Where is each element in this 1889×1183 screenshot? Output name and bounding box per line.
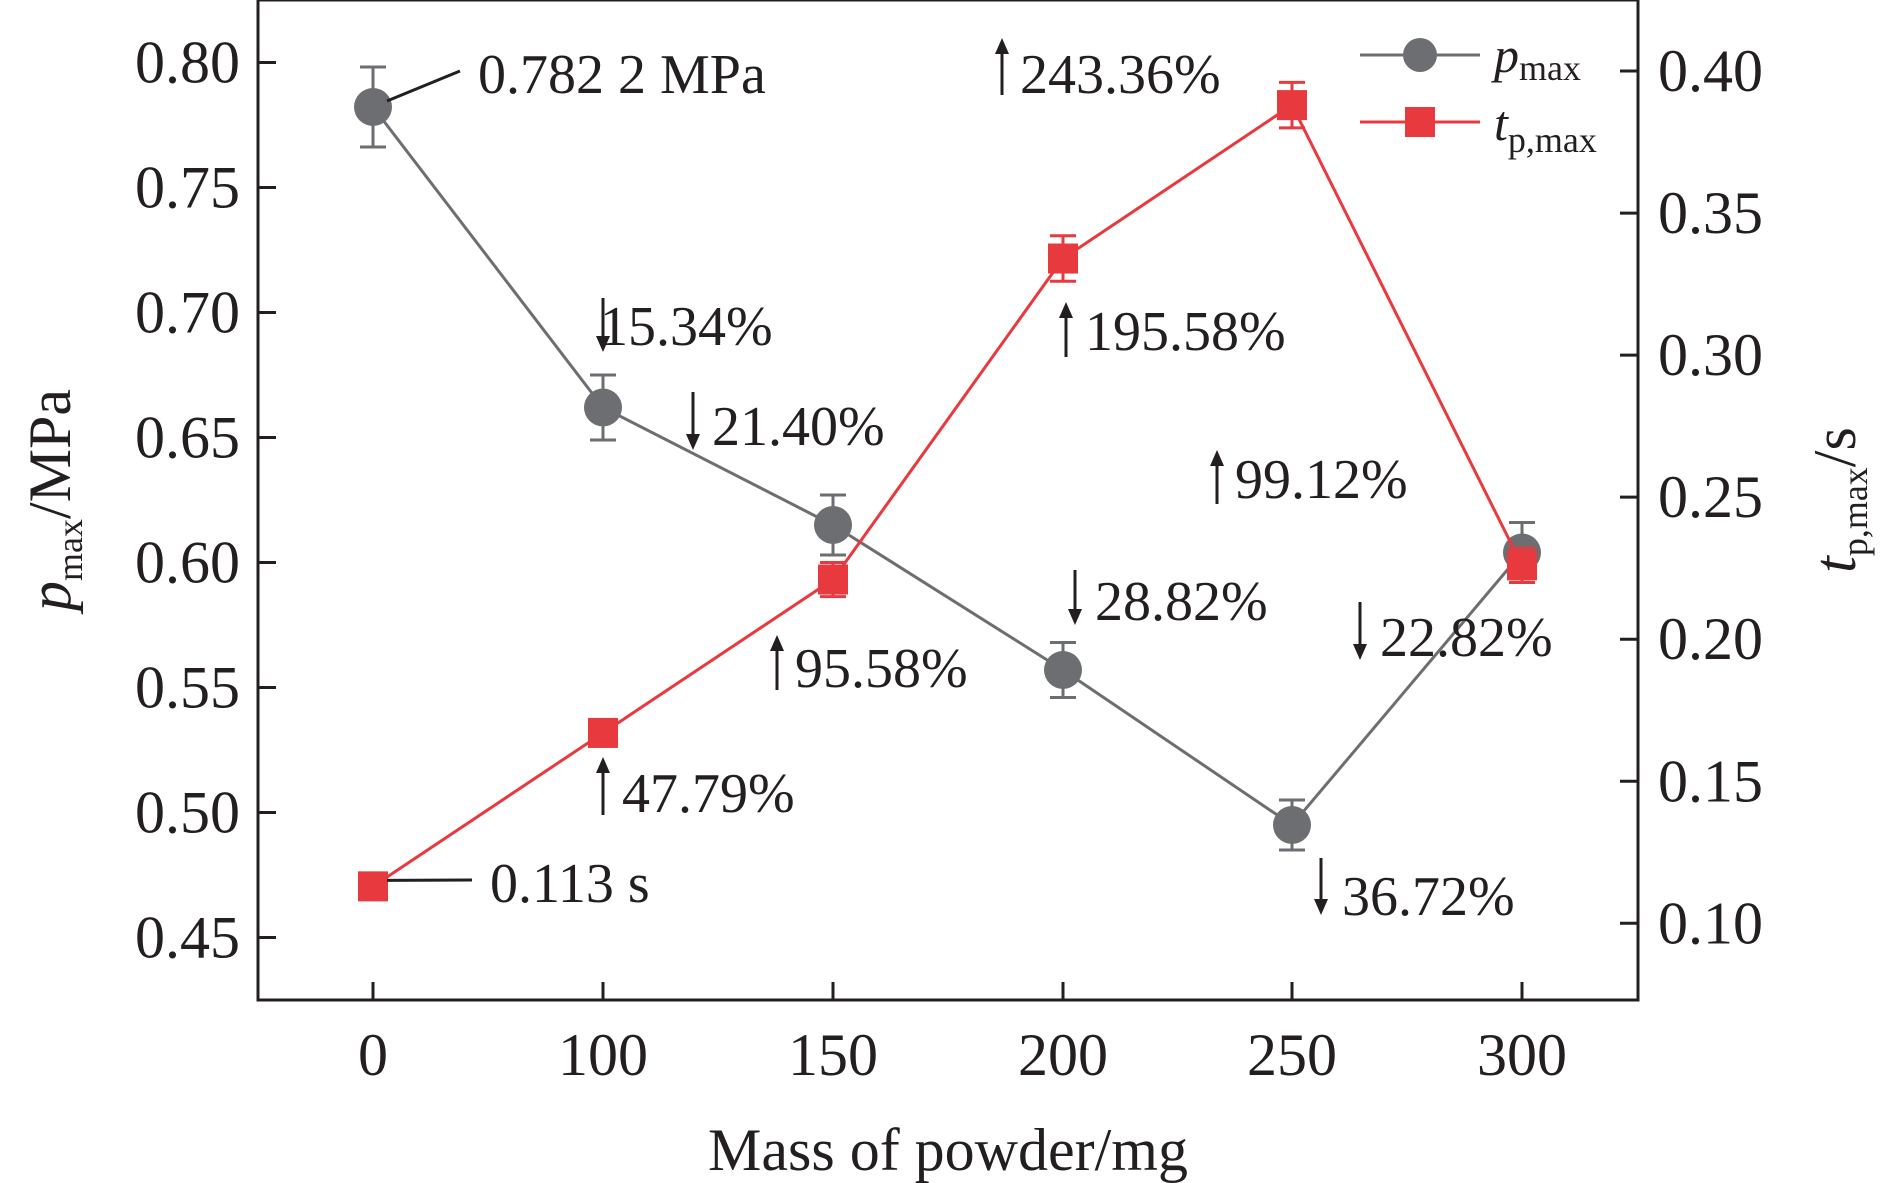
series-line-pmax (371, 106, 1524, 827)
data-point-pmax (1044, 651, 1082, 689)
annotation-arrow-head (1353, 644, 1367, 660)
annotation-arrow-head (1059, 302, 1073, 318)
legend-label-pmax: pmax (1491, 27, 1581, 88)
y-right-tick-label: 0.35 (1658, 180, 1763, 246)
annotation-arrow-head (995, 38, 1009, 54)
right-axis-ticks: 0.10 0.15 0.20 0.25 0.30 0.35 0.40 (1620, 38, 1763, 956)
x-axis-label: Mass of powder/mg (708, 1117, 1188, 1183)
data-point-tpmax (818, 564, 848, 595)
annotation-label: 99.12% (1235, 449, 1408, 511)
data-point-tpmax (1277, 90, 1307, 121)
annotation-arrow-head (686, 434, 700, 450)
annotation-arrow-head (596, 757, 610, 773)
legend-square-marker (1405, 107, 1435, 137)
data-point-pmax (354, 88, 392, 126)
annotation-label: 36.72% (1342, 866, 1515, 928)
y-right-tick-label: 0.30 (1658, 322, 1763, 388)
data-point-tpmax (358, 871, 388, 902)
y-left-tick-label: 0.65 (135, 405, 240, 471)
y-left-axis-label: pmax/MPa (17, 389, 90, 615)
legend: pmax tp,max (1360, 27, 1597, 160)
annotation-label: 21.40% (712, 396, 885, 458)
x-tick-label: 300 (1477, 1022, 1567, 1088)
data-point-tpmax (1507, 550, 1537, 581)
annotation-arrow-head (770, 635, 784, 651)
x-tick-label: 0 (358, 1022, 388, 1088)
legend-item-pmax: pmax (1360, 27, 1581, 88)
annotation-arrow-head (1314, 899, 1328, 915)
legend-label-tpmax: tp,max (1494, 95, 1597, 160)
y-left-tick-label: 0.80 (135, 30, 240, 96)
annotation-label: 195.58% (1085, 301, 1286, 363)
legend-item-tpmax: tp,max (1360, 95, 1597, 160)
x-tick-label: 100 (558, 1022, 648, 1088)
x-tick-label: 250 (1247, 1022, 1337, 1088)
y-right-tick-label: 0.15 (1658, 748, 1763, 814)
y-left-tick-label: 0.75 (135, 155, 240, 221)
series-line-tpmax (372, 102, 1524, 888)
legend-circle-marker (1403, 38, 1437, 72)
data-point-pmax (1273, 806, 1311, 844)
annotation-label: 95.58% (795, 638, 968, 700)
annotation-label: 0.782 2 MPa (478, 44, 766, 106)
data-point-tpmax (1048, 243, 1078, 274)
data-point-pmax (584, 388, 622, 427)
y-left-tick-label: 0.55 (135, 655, 240, 721)
series-tpmax (358, 80, 1537, 902)
y-left-tick-label: 0.60 (135, 530, 240, 596)
x-tick-label: 150 (788, 1022, 878, 1088)
annotation-arrow-head (596, 336, 610, 352)
x-tick-label: 200 (1018, 1022, 1108, 1088)
y-left-tick-label: 0.70 (135, 280, 240, 346)
y-left-tick-label: 0.45 (135, 905, 240, 971)
annotation-label: 243.36% (1020, 44, 1221, 106)
annotation-label: 47.79% (622, 763, 795, 825)
annotation-label: 0.113 s (490, 853, 650, 915)
x-axis-ticks: 0 100 150 200 250 300 (358, 982, 1567, 1088)
annotation-label: 28.82% (1095, 571, 1268, 633)
annotation-label: 22.82% (1380, 607, 1553, 669)
annotations: 0.782 2 MPa 0.113 s 15.34% 21.40% 28.82% 36.7… (386, 38, 1553, 928)
y-left-tick-label: 0.50 (135, 780, 240, 846)
data-point-tpmax (588, 717, 618, 748)
y-right-tick-label: 0.25 (1658, 464, 1763, 530)
y-right-tick-label: 0.20 (1658, 606, 1763, 672)
data-point-pmax (814, 506, 852, 544)
y-right-tick-label: 0.40 (1658, 38, 1763, 104)
y-right-tick-label: 0.10 (1658, 890, 1763, 956)
y-right-axis-label: tp,max/s (1802, 427, 1875, 573)
annotation-arrow-head (1068, 609, 1082, 625)
annotation-arrow-head (1210, 450, 1224, 466)
annotation-leader (386, 69, 461, 103)
left-axis-ticks: 0.45 0.50 0.55 0.60 0.65 0.70 0.75 0.80 (135, 30, 276, 971)
plot-frame (256, 0, 1640, 1002)
annotation-label: 15.34% (600, 296, 773, 358)
